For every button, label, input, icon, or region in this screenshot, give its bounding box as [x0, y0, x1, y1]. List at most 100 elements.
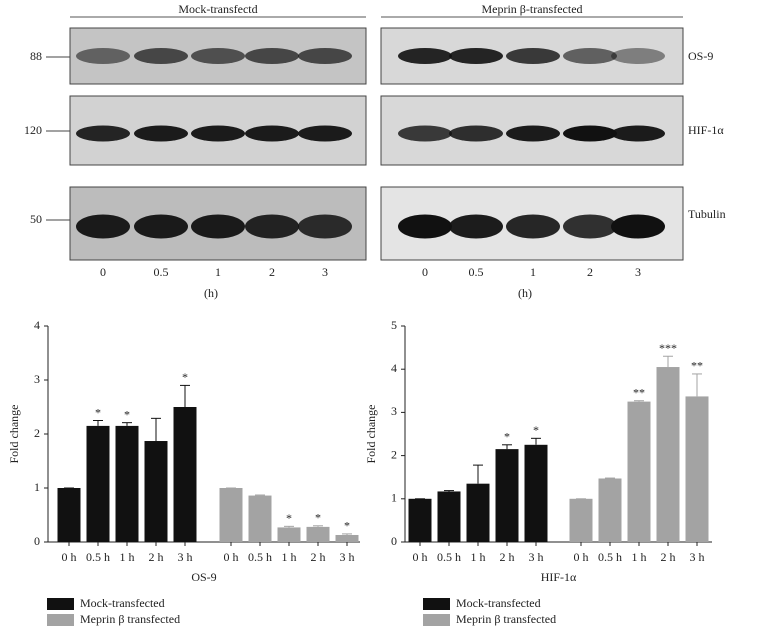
legend-swatch — [423, 598, 450, 610]
blot-band — [563, 214, 617, 239]
blot-band — [506, 125, 560, 142]
bar — [495, 449, 519, 542]
bar — [277, 527, 301, 542]
legend-label: Mock-transfected — [456, 596, 541, 610]
blot-band — [506, 214, 560, 239]
y-tick-label: 0 — [391, 534, 397, 548]
x-tick-label: 2 h — [500, 550, 515, 564]
unit-label: (h) — [518, 286, 532, 300]
x-axis-label: HIF-1α — [541, 570, 577, 584]
y-tick-label: 5 — [391, 318, 397, 332]
x-tick-label: 2 h — [149, 550, 164, 564]
bar — [656, 367, 680, 542]
lane-label: 2 — [587, 265, 593, 279]
protein-label: Tubulin — [688, 207, 726, 221]
bar — [408, 498, 432, 542]
bar — [685, 396, 709, 542]
legend-label: Meprin β transfected — [80, 612, 180, 626]
blot-band — [449, 214, 503, 239]
blot-band — [449, 48, 503, 64]
blot-band — [191, 214, 245, 239]
blot-band — [449, 125, 503, 142]
x-axis-label: OS-9 — [191, 570, 216, 584]
blot-band — [134, 125, 188, 142]
bar — [437, 491, 461, 542]
blot-band — [134, 48, 188, 64]
blot-band — [245, 125, 299, 142]
blot-band — [563, 125, 617, 142]
lane-label: 2 — [269, 265, 275, 279]
x-tick-label: 2 h — [661, 550, 676, 564]
blot-band — [245, 214, 299, 239]
blot-band — [298, 214, 352, 239]
lane-label: 0.5 — [469, 265, 484, 279]
lane-label: 0.5 — [154, 265, 169, 279]
x-tick-label: 0 h — [224, 550, 239, 564]
lane-label: 3 — [635, 265, 641, 279]
blot-band — [611, 48, 665, 64]
y-tick-label: 1 — [391, 491, 397, 505]
legend-label: Mock-transfected — [80, 596, 165, 610]
x-tick-label: 2 h — [311, 550, 326, 564]
bar — [173, 407, 197, 542]
x-tick-label: 0 h — [574, 550, 589, 564]
x-tick-label: 0.5 h — [248, 550, 272, 564]
bar — [524, 444, 548, 542]
x-tick-label: 1 h — [120, 550, 135, 564]
significance: * — [315, 511, 321, 525]
blot-band — [398, 48, 452, 64]
x-tick-label: 0 h — [62, 550, 77, 564]
x-tick-label: 3 h — [529, 550, 544, 564]
significance: ** — [691, 359, 703, 373]
y-tick-label: 3 — [34, 372, 40, 386]
bar — [86, 425, 110, 542]
y-tick-label: 4 — [34, 318, 40, 332]
x-tick-label: 0.5 h — [86, 550, 110, 564]
blot-band — [191, 48, 245, 64]
lane-label: 3 — [322, 265, 328, 279]
bar — [569, 498, 593, 542]
bar — [598, 478, 622, 542]
y-tick-label: 1 — [34, 480, 40, 494]
marker-label: 88 — [30, 49, 42, 63]
unit-label: (h) — [204, 286, 218, 300]
bar — [335, 534, 359, 542]
bar — [144, 441, 168, 542]
y-tick-label: 2 — [34, 426, 40, 440]
y-axis-label: Fold change — [364, 405, 378, 464]
bar — [627, 401, 651, 542]
lane-label: 0 — [100, 265, 106, 279]
blot-band — [191, 125, 245, 142]
marker-label: 120 — [24, 123, 42, 137]
blot-band — [76, 125, 130, 142]
significance: * — [533, 423, 539, 437]
protein-label: OS-9 — [688, 49, 713, 63]
blot-band — [398, 125, 452, 142]
marker-label: 50 — [30, 212, 42, 226]
legend-swatch — [47, 598, 74, 610]
group-label: Meprin β-transfected — [481, 2, 582, 16]
blot-band — [298, 125, 352, 142]
significance: * — [504, 430, 510, 444]
significance: *** — [659, 341, 677, 355]
legend-label: Meprin β transfected — [456, 612, 556, 626]
x-tick-label: 1 h — [471, 550, 486, 564]
lane-label: 1 — [215, 265, 221, 279]
significance: * — [344, 519, 350, 533]
x-tick-label: 0.5 h — [437, 550, 461, 564]
blot-band — [76, 214, 130, 239]
x-tick-label: 3 h — [178, 550, 193, 564]
blot-band — [134, 214, 188, 239]
x-tick-label: 3 h — [690, 550, 705, 564]
blot-band — [398, 214, 452, 239]
y-tick-label: 3 — [391, 404, 397, 418]
bar — [219, 488, 243, 542]
x-tick-label: 1 h — [282, 550, 297, 564]
significance: * — [286, 511, 292, 525]
blot-band — [76, 48, 130, 64]
blot-band — [506, 48, 560, 64]
blot-band — [245, 48, 299, 64]
blot-band — [611, 125, 665, 142]
y-tick-label: 4 — [391, 361, 397, 375]
